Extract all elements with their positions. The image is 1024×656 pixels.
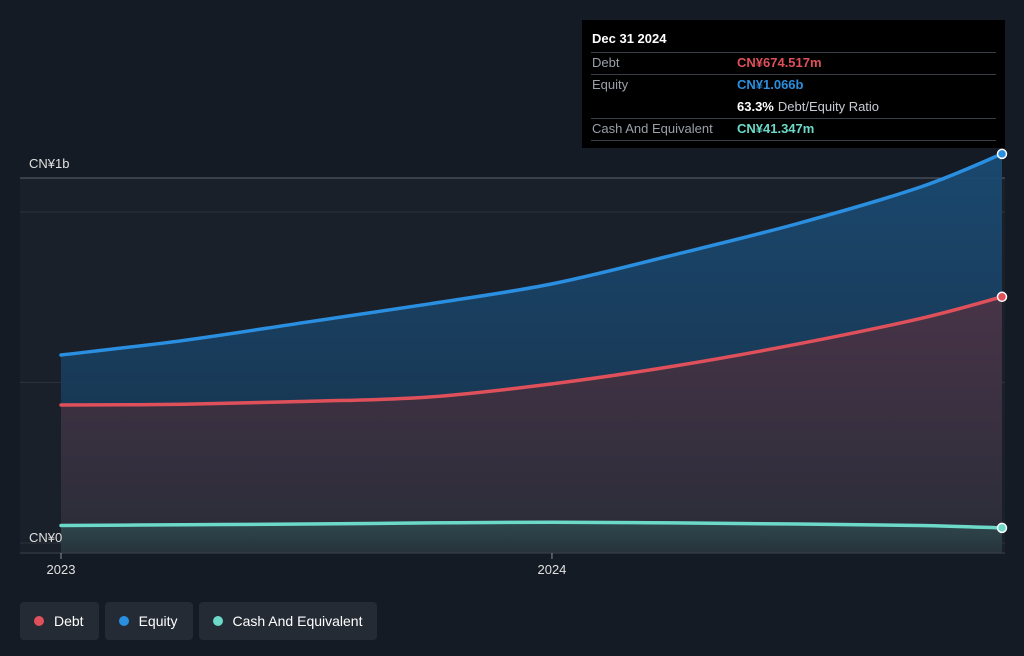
line-equity <box>59 152 1004 357</box>
legend-label-debt: Debt <box>54 613 84 629</box>
legend-dot-debt <box>34 616 44 626</box>
x-tick-label: 2024 <box>537 562 566 577</box>
endpoint-equity <box>996 148 1008 160</box>
tooltip-debt-label: Debt <box>592 55 620 70</box>
legend-item-equity[interactable]: Equity <box>104 602 193 640</box>
tooltip-cash-value: CN¥41.347m <box>737 121 815 136</box>
legend-item-cash[interactable]: Cash And Equivalent <box>198 602 378 640</box>
tooltip-debt-value: CN¥674.517m <box>737 55 822 70</box>
y-tick-label: CN¥0 <box>29 530 62 545</box>
legend-label-equity: Equity <box>138 613 178 629</box>
tooltip-row-debt: Debt CN¥674.517m <box>591 52 996 74</box>
endpoint-cash <box>996 522 1008 534</box>
tooltip-ratio-label: Debt/Equity Ratio <box>777 99 880 114</box>
tooltip-cash-label: Cash And Equivalent <box>592 121 713 136</box>
endpoint-debt <box>996 291 1008 303</box>
tooltip-row-cash: Cash And Equivalent CN¥41.347m <box>591 118 996 141</box>
x-tick-label: 2023 <box>47 562 76 577</box>
tooltip-equity-value: CN¥1.066b <box>737 77 804 92</box>
y-tick-label: CN¥1b <box>29 156 69 171</box>
debt-equity-chart: 2023 2024 CN¥1b CN¥0 <box>20 148 1008 577</box>
tooltip-date: Dec 31 2024 <box>592 31 667 46</box>
chart-legend: Debt Equity Cash And Equivalent <box>20 602 378 640</box>
legend-dot-cash <box>212 616 223 626</box>
tooltip-equity-label: Equity <box>592 77 629 92</box>
tooltip-ratio-value: 63.3% <box>737 99 774 114</box>
tooltip-row-ratio: 63.3% Debt/Equity Ratio <box>591 96 996 118</box>
legend-dot-equity <box>118 616 129 626</box>
legend-item-debt[interactable]: Debt <box>20 602 99 640</box>
area-debt <box>61 296 1002 553</box>
tooltip-row-equity: Equity CN¥1.066b <box>591 74 996 96</box>
data-tooltip: Dec 31 2024 Debt CN¥674.517m Equity CN¥1… <box>582 20 1005 148</box>
line-cash <box>59 520 1004 530</box>
legend-label-cash: Cash And Equivalent <box>232 613 363 629</box>
line-debt <box>59 295 1004 407</box>
area-cash <box>61 522 1002 553</box>
